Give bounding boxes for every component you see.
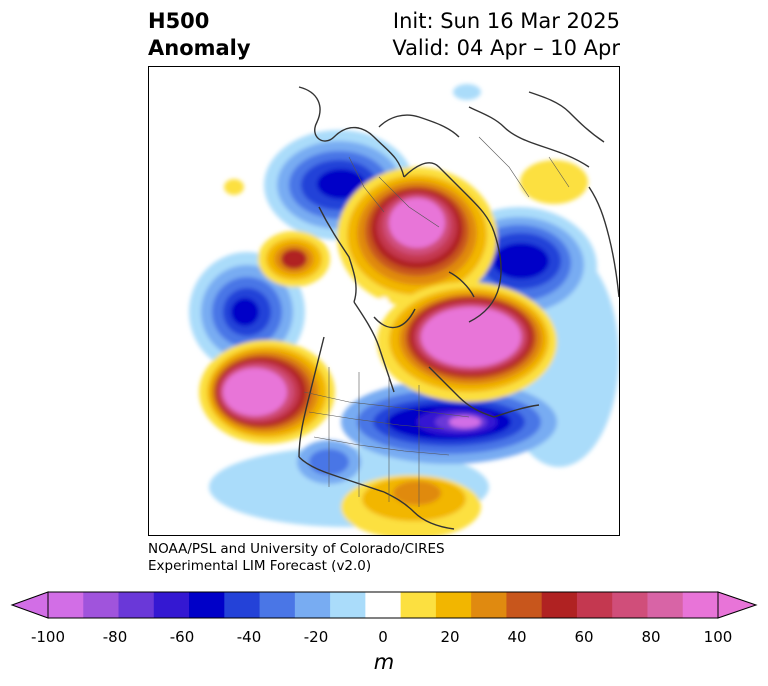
valid-period: Valid: 04 Apr – 10 Apr	[392, 36, 620, 60]
credits-line-2: Experimental LIM Forecast (v2.0)	[148, 558, 372, 574]
coastlines	[298, 86, 619, 530]
colorbar-segment	[471, 592, 507, 618]
colorbar-tick-label: -20	[303, 628, 329, 646]
colorbar-tick-label: 40	[507, 628, 527, 646]
colorbar-segment	[506, 592, 543, 618]
colorbar-segment	[259, 592, 296, 618]
colorbar-segment	[294, 592, 331, 618]
political-borders	[303, 136, 570, 507]
colorbar-tick-label: 80	[641, 628, 661, 646]
colorbar-segment	[541, 592, 578, 618]
colorbar-segment	[224, 592, 261, 618]
colorbar-ticks: -100 -80 -60 -40 -20 0 20 40 60 80 100	[0, 628, 768, 648]
colorbar-segment	[612, 592, 648, 618]
credits: NOAA/PSL and University of Colorado/CIRE…	[148, 541, 445, 575]
colorbar-extend-low	[10, 591, 49, 619]
colorbar-segment	[365, 592, 402, 618]
colorbar-segment	[189, 592, 225, 618]
chart-title: H500 Anomaly	[148, 8, 251, 62]
colorbar-tick-label: 20	[440, 628, 460, 646]
colorbar-segment	[682, 592, 719, 618]
colorbar-extend-high	[717, 591, 758, 619]
colorbar-segment	[576, 592, 613, 618]
colorbar	[10, 591, 758, 619]
colorbar-segment	[435, 592, 472, 618]
colorbar-tick-label: -40	[236, 628, 262, 646]
colorbar-unit: m	[373, 650, 395, 674]
colorbar-tick-label: 0	[378, 628, 388, 646]
credits-line-1: NOAA/PSL and University of Colorado/CIRE…	[148, 541, 445, 557]
colorbar-tick-label: -60	[169, 628, 195, 646]
colorbar-tick-label: -100	[30, 628, 66, 646]
anomaly-map-svg	[189, 84, 619, 535]
colorbar-segment	[647, 592, 684, 618]
colorbar-segment	[330, 592, 366, 618]
colorbar-tick-label: -80	[102, 628, 128, 646]
colorbar-segment	[153, 592, 190, 618]
colorbar-segment	[400, 592, 437, 618]
colorbar-segment	[118, 592, 155, 618]
colorbar-tick-label: 60	[574, 628, 594, 646]
anomaly-fill	[189, 84, 619, 535]
title-subtitle: Anomaly	[148, 36, 251, 60]
title-variable: H500	[148, 9, 210, 33]
colorbar-segment	[83, 592, 120, 618]
anomaly-map	[148, 66, 620, 536]
colorbar-segment	[48, 592, 84, 618]
colorbar-tick-label: 100	[703, 628, 733, 646]
anomaly-positive-northeast	[520, 160, 588, 204]
init-date: Init: Sun 16 Mar 2025	[392, 9, 620, 33]
colorbar-border	[47, 591, 719, 619]
forecast-dates: Init: Sun 16 Mar 2025 Valid: 04 Apr – 10…	[392, 8, 620, 62]
